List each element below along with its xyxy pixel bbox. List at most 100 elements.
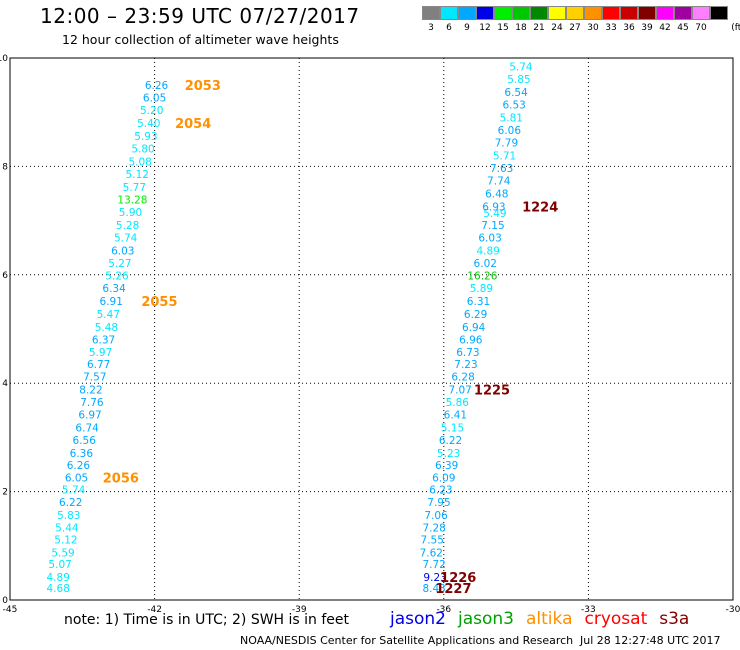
wave-height-value: 8.43 [422,583,445,595]
wave-height-value: 6.29 [464,309,487,321]
wave-height-value: 6.02 [474,258,497,270]
wave-height-value: 8.22 [79,385,102,397]
pass-time-label: 2055 [141,295,177,310]
scale-tick-label: 15 [497,23,509,33]
wave-height-value: 6.93 [482,202,505,214]
wave-height-value: 6.39 [435,460,458,472]
wave-height-value: 5.15 [441,423,464,435]
scale-swatch: 33 [602,6,620,33]
wave-height-value: 5.83 [57,510,80,522]
satellite-legend: jason2 jason3 altika cryosat s3a [390,609,689,629]
scale-tick-label: 42 [659,23,671,33]
wave-height-value: 6.06 [498,125,522,137]
wave-height-value: 16.26 [467,270,497,282]
scale-color [530,6,548,20]
wave-height-value: 6.53 [502,100,525,112]
scale-color [494,6,512,20]
scale-color [584,6,602,20]
wave-height-value: 7.76 [80,397,104,409]
chart-subtitle: 12 hour collection of altimeter wave hei… [62,32,339,47]
pass-time-label: 1227 [435,582,471,597]
wave-height-value: 5.86 [446,397,470,409]
wave-height-value: 7.15 [481,220,504,232]
wave-height-value: 7.28 [422,522,445,534]
wave-height-value: 6.09 [432,473,455,485]
wave-height-value: 5.77 [123,182,146,194]
wave-height-value: 5.44 [55,522,79,534]
scale-tick-label: 6 [446,23,452,33]
scale-swatch: 70 [692,6,710,33]
wave-height-value: 7.74 [487,175,511,187]
wave-height-value: 5.59 [51,547,74,559]
scale-swatch: 24 [548,6,566,33]
scale-color [602,6,620,20]
wave-height-value: 6.34 [102,283,126,295]
scale-swatch: 12 [476,6,494,33]
footer-note: note: 1) Time is in UTC; 2) SWH is in fe… [64,612,350,628]
wave-height-value: 6.05 [143,93,166,105]
wave-height-value: 5.12 [126,169,149,181]
scale-tick-label: 18 [515,23,527,33]
scale-swatch: 18 [512,6,530,33]
wave-height-value: 6.96 [459,334,483,346]
wave-height-value: 6.31 [467,296,490,308]
wave-height-value: 7.72 [422,559,445,571]
wave-height-value: 4.89 [47,572,70,584]
wave-height-value: 7.23 [454,359,477,371]
scale-color [440,6,458,20]
wave-height-value: 7.95 [427,497,450,509]
wave-height-value: 6.74 [75,423,99,435]
y-tick-label: 4 [2,379,8,389]
wave-height-value: 6.54 [504,87,528,99]
wave-height-value: 5.08 [128,157,151,169]
chart-title: 12:00 – 23:59 UTC 07/27/2017 [40,4,360,28]
scale-tick-label: 36 [623,23,635,33]
wave-height-value: 13.28 [117,194,147,206]
satellite-legend-item: jason2 [390,609,446,629]
scale-color [710,6,728,20]
wave-height-value: 5.48 [95,322,118,334]
wave-height-value: 7.57 [83,372,106,384]
plot-frame [9,57,734,601]
scale-color [692,6,710,20]
x-tick-label: -42 [147,605,162,615]
wave-height-value: 6.26 [67,460,91,472]
scale-tick-label: 30 [587,23,599,33]
satellite-legend-item: jason3 [458,609,514,629]
wave-height-value: 5.74 [62,484,86,496]
wave-height-value: 5.27 [108,258,131,270]
scale-color [422,6,440,20]
wave-height-value: 5.47 [97,309,120,321]
wave-height-value: 7.79 [495,138,518,150]
footer-credit: NOAA/NESDIS Center for Satellite Applica… [240,634,574,647]
wave-height-value: 5.74 [114,232,138,244]
pass-time-label: 2053 [185,79,221,94]
scale-swatch: 39 [638,6,656,33]
satellite-legend-item: altika [526,609,573,629]
wave-height-value: 5.85 [507,74,530,86]
wave-height-value: 7.07 [448,385,471,397]
wave-height-value: 5.93 [134,131,157,143]
scale-color [476,6,494,20]
scale-color [656,6,674,20]
wave-height-value: 6.26 [145,80,169,92]
scale-color [512,6,530,20]
scale-color [548,6,566,20]
scale-swatch: 36 [620,6,638,33]
scale-tick-label: 45 [677,23,689,33]
scale-tick-label: 27 [569,23,581,33]
scale-tick-label: 24 [551,23,563,33]
pass-time-label: 1226 [440,571,476,586]
wave-height-value: 6.28 [451,372,474,384]
wave-height-value: 6.73 [456,347,479,359]
satellite-legend-item: cryosat [584,609,648,629]
wave-height-value: 6.56 [73,435,97,447]
wave-height-value: 6.23 [429,484,452,496]
scale-color [638,6,656,20]
scale-tick-label: 33 [605,23,617,33]
wave-height-value: 6.03 [478,232,501,244]
scale-color [674,6,692,20]
wave-height-value: 6.36 [70,448,94,460]
wave-height-value: 5.71 [493,151,516,163]
scale-swatch: 30 [584,6,602,33]
